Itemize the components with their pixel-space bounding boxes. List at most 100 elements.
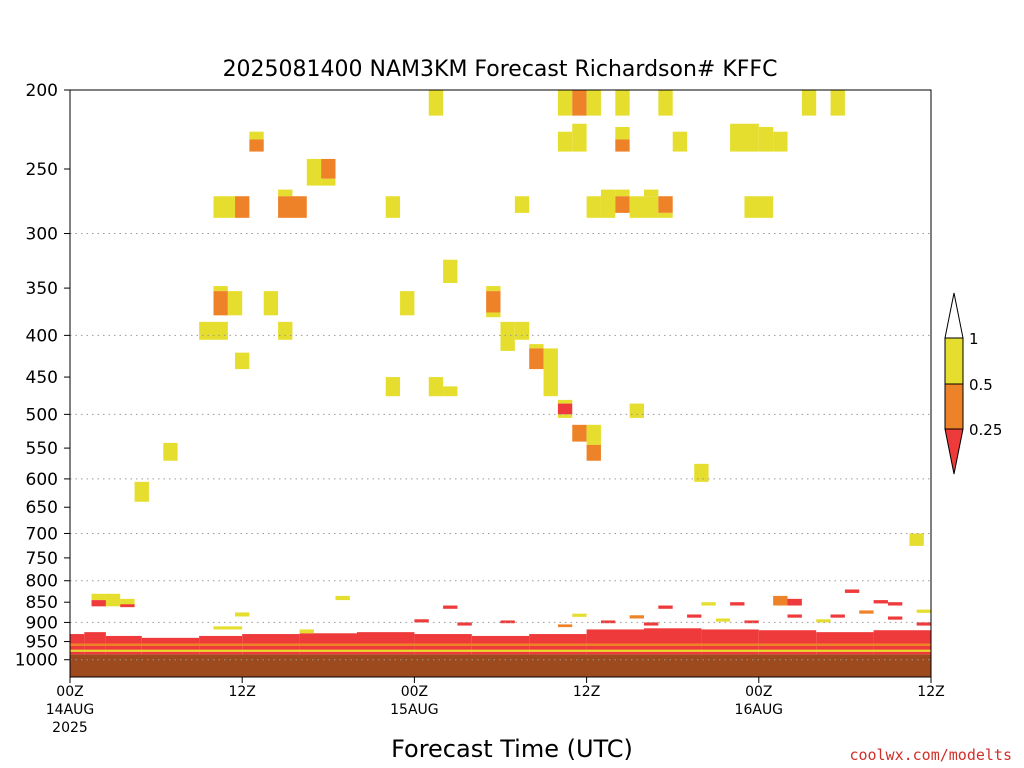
y-tick-label-400: 400 [26, 326, 58, 346]
ri-cell-33 [658, 196, 673, 213]
ri-cell-8 [249, 131, 264, 140]
ri-cell-6 [801, 90, 817, 116]
ri-cell-109 [572, 613, 587, 617]
ri-cell-61 [586, 424, 601, 442]
ri-cell-113 [687, 614, 702, 618]
ri-cell-45 [199, 321, 228, 340]
x-tick-label-24-0: 00Z [401, 684, 428, 700]
ri-cell-56 [557, 399, 573, 404]
ri-cell-62 [586, 441, 601, 445]
ri-cell-14 [672, 131, 688, 152]
ri-cell-9 [249, 139, 264, 152]
ri-cell-13 [615, 139, 630, 152]
ri-cell-48 [514, 321, 530, 340]
ri-cell-118 [830, 614, 845, 618]
ri-cell-105 [414, 619, 429, 623]
ri-cell-82 [887, 602, 903, 606]
ri-cell-0 [428, 90, 444, 116]
ri-cell-98 [816, 632, 874, 655]
ri-cell-30 [615, 196, 630, 213]
x-tick-label-48-0: 00Z [745, 684, 772, 700]
x-tick-label-24-1: 15AUG [390, 702, 439, 718]
y-tick-label-950: 950 [26, 633, 58, 653]
ri-cell-52 [543, 348, 558, 397]
ri-cell-74 [443, 605, 458, 609]
plot-frame [69, 89, 932, 678]
ri-cell-27 [586, 196, 601, 218]
colorbar: 0.25 0.5 1 [944, 292, 1002, 475]
credit-text: coolwx.com/modelts [849, 746, 1012, 764]
ri-cell-115 [744, 620, 759, 624]
plot-cells [70, 90, 931, 677]
ri-cell-111 [629, 615, 644, 619]
ri-cell-1 [557, 90, 573, 116]
ri-cell-11 [572, 123, 587, 152]
chart-title: 2025081400 NAM3KM Forecast Richardson# K… [223, 57, 778, 82]
y-tick-label-350: 350 [26, 279, 58, 299]
ri-cell-64 [163, 442, 178, 461]
ri-cell-116 [787, 614, 802, 618]
ri-cell-21 [213, 196, 236, 218]
ri-cell-70 [91, 600, 106, 607]
ri-cell-31 [629, 196, 659, 218]
ri-cell-26 [514, 196, 530, 213]
ri-cell-80 [844, 589, 860, 593]
ri-cell-90 [357, 632, 415, 655]
ri-cell-86 [141, 637, 200, 655]
ri-cell-63 [586, 444, 601, 461]
ri-cell-36 [443, 259, 458, 284]
ri-cell-29 [615, 189, 630, 197]
ri-cell-20 [321, 178, 336, 186]
ri-cell-50 [529, 348, 544, 370]
ri-cell-28 [600, 189, 616, 218]
ri-cell-101 [70, 649, 931, 652]
y-tick-label-800: 800 [26, 572, 58, 592]
ri-cell-100 [70, 643, 931, 647]
ri-cell-44 [486, 312, 501, 318]
ri-cell-65 [134, 481, 149, 502]
ri-cell-23 [278, 189, 293, 197]
y-tick-label-600: 600 [26, 470, 58, 490]
y-tick-label-450: 450 [26, 368, 58, 388]
ri-cell-49 [529, 344, 544, 349]
ri-cell-4 [615, 90, 630, 116]
ri-cell-76 [701, 602, 716, 606]
y-tick-label-200: 200 [26, 81, 58, 101]
gridlines [70, 233, 931, 661]
x-tick-label-48-1: 16AUG [735, 702, 784, 718]
ri-cell-110 [600, 620, 616, 624]
ri-cell-38 [213, 291, 228, 316]
ri-cell-57 [557, 403, 573, 415]
ri-cell-54 [428, 377, 444, 397]
ri-cell-84 [84, 632, 106, 655]
ri-cell-71 [120, 598, 135, 607]
ri-cell-73 [335, 595, 350, 601]
ri-cell-16 [758, 126, 774, 152]
y-tick-label-300: 300 [26, 225, 58, 245]
y-tick-label-1000: 1000 [15, 651, 58, 671]
ri-cell-108 [557, 624, 573, 628]
y-tick-label-900: 900 [26, 613, 58, 633]
ri-cell-10 [557, 131, 573, 152]
ri-cell-22 [235, 196, 250, 218]
y-tick-label-700: 700 [26, 524, 58, 544]
ri-cell-34 [658, 212, 673, 218]
ri-cell-60 [572, 424, 587, 442]
ri-cell-107 [500, 620, 515, 624]
ri-cell-15 [730, 123, 759, 152]
ri-cell-121 [916, 622, 931, 626]
ri-cell-75 [658, 605, 673, 609]
ri-cell-2 [572, 90, 587, 116]
ri-cell-25 [385, 196, 401, 218]
ri-cell-3 [586, 90, 601, 116]
x-axis: 00Z 14AUG 2025 12Z 00Z 15AUG 12Z 00Z 16AUG 12Z [46, 677, 945, 736]
colorbar-orange [944, 383, 964, 430]
x-axis-label: Forecast Time (UTC) [391, 735, 633, 763]
x-tick-label-36-0: 12Z [573, 684, 600, 700]
x-tick-label-0-2: 2025 [52, 720, 88, 736]
y-tick-label-550: 550 [26, 439, 58, 459]
colorbar-label-0.5: 0.5 [969, 376, 993, 394]
ri-cell-43 [486, 291, 501, 313]
colorbar-yellow [944, 337, 964, 385]
